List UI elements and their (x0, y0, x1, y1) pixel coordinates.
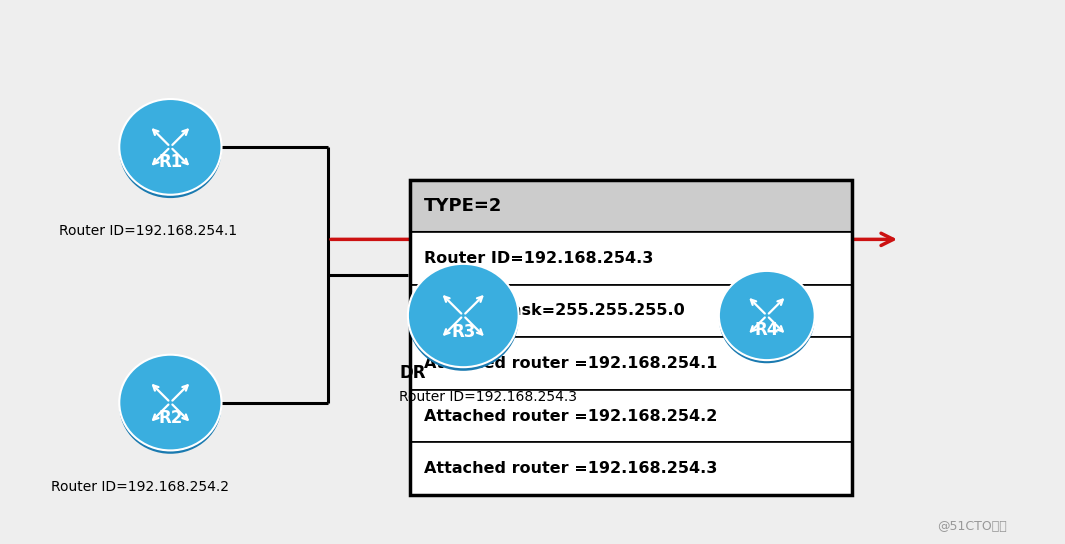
Text: Router ID=192.168.254.2: Router ID=192.168.254.2 (51, 480, 229, 494)
Ellipse shape (719, 274, 815, 363)
Bar (410, 232, 852, 285)
Text: Router ID=192.168.254.3: Router ID=192.168.254.3 (399, 390, 577, 404)
Ellipse shape (719, 271, 815, 360)
Text: @51CTO博客: @51CTO博客 (937, 520, 1006, 533)
Text: Attached router =192.168.254.2: Attached router =192.168.254.2 (424, 409, 717, 424)
Ellipse shape (119, 355, 222, 450)
Ellipse shape (408, 268, 519, 371)
Text: Router ID=192.168.254.3: Router ID=192.168.254.3 (424, 251, 653, 266)
Text: DR: DR (399, 363, 426, 382)
Bar (410, 285, 852, 337)
Bar (410, 390, 852, 442)
Text: Attached router =192.168.254.1: Attached router =192.168.254.1 (424, 356, 717, 371)
Text: Subnet mask=255.255.255.0: Subnet mask=255.255.255.0 (424, 304, 685, 318)
Text: Router ID=192.168.254.1: Router ID=192.168.254.1 (59, 224, 236, 238)
Ellipse shape (408, 264, 519, 367)
Text: R3: R3 (452, 323, 475, 341)
Bar (410, 180, 852, 232)
Text: R4: R4 (755, 321, 779, 339)
Ellipse shape (119, 99, 222, 195)
Text: R2: R2 (159, 409, 182, 427)
Bar (410, 180, 852, 495)
Text: TYPE=2: TYPE=2 (424, 197, 503, 215)
Bar (410, 442, 852, 495)
Ellipse shape (119, 358, 222, 454)
Bar (410, 337, 852, 390)
Text: R1: R1 (159, 153, 182, 171)
Text: Attached router =192.168.254.3: Attached router =192.168.254.3 (424, 461, 717, 476)
Ellipse shape (119, 102, 222, 198)
